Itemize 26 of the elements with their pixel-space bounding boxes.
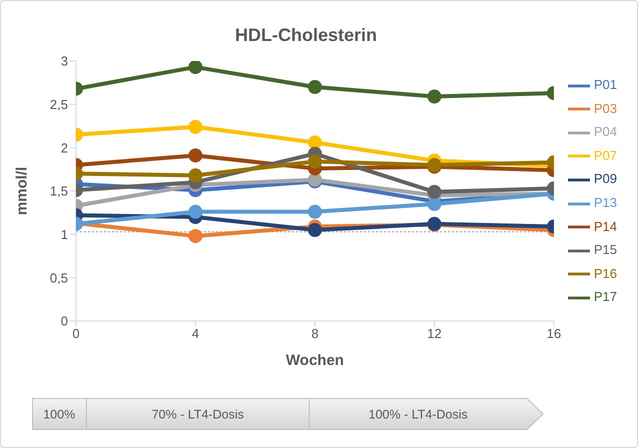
legend-label: P17 <box>594 289 617 304</box>
y-tick-label: 3 <box>60 54 68 69</box>
y-tick-label: 0 <box>60 314 68 329</box>
legend-label: P07 <box>594 148 617 163</box>
legend-label: P15 <box>594 242 617 258</box>
y-tick-label: 2 <box>60 140 68 156</box>
y-axis-title: mmol/l <box>13 166 30 216</box>
legend-label: P09 <box>594 171 617 186</box>
chart-title: HDL-Cholesterin <box>234 25 378 46</box>
legend-label: P04 <box>594 124 617 140</box>
y-tick-label: 0,5 <box>50 270 68 286</box>
x-tick-label: 8 <box>311 326 319 342</box>
legend-label: P03 <box>594 100 617 116</box>
legend-label: P01 <box>594 77 617 92</box>
legend-label: P14 <box>594 218 617 234</box>
x-tick-label: 12 <box>427 326 442 342</box>
legend-label: P16 <box>594 266 617 281</box>
y-tick-label: 1,5 <box>50 184 68 199</box>
arrow-ribbon: 100% 70% - LT4-Dosis 100% - LT4-Dosis <box>32 398 544 430</box>
y-tick-label: 1 <box>60 226 68 242</box>
x-tick-label: 16 <box>546 326 562 342</box>
x-tick-label: 4 <box>192 326 200 342</box>
x-axis-title: Wochen <box>286 352 344 369</box>
y-tick-label: 2,5 <box>50 96 68 112</box>
x-tick-label: 0 <box>72 326 80 342</box>
legend-label: P13 <box>594 195 617 210</box>
